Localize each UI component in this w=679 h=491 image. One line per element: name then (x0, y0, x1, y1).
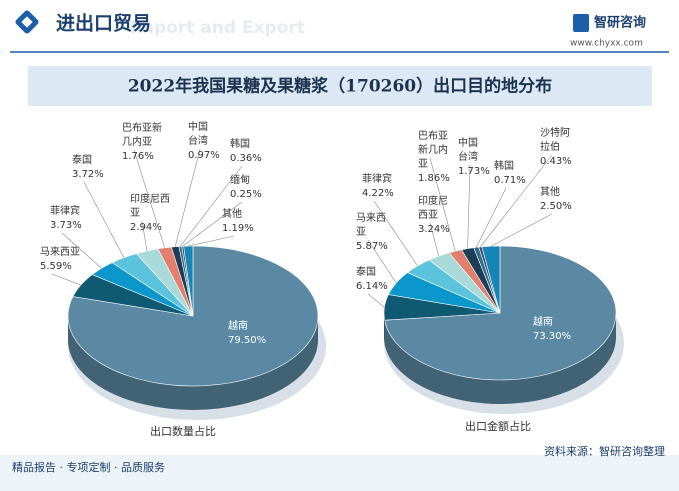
leader-line (133, 149, 165, 248)
slice-label: 巴布亚新几内亚 (122, 121, 162, 148)
slice-label: 泰国 (72, 153, 92, 166)
leader-line (83, 181, 125, 258)
header-subtitle: Import and Export (130, 18, 305, 38)
slice-top (183, 245, 194, 317)
slice-label: 沙特阿拉伯 (540, 127, 570, 153)
pie-subtitle: 出口金额占比 (465, 419, 531, 433)
slice-value: 79.50% (228, 335, 266, 346)
leader-line (429, 157, 456, 252)
slice-value: 3.24% (418, 224, 450, 235)
slice-label: 韩国 (494, 159, 514, 172)
slice-value: 5.59% (40, 261, 72, 272)
slice-label: 缅甸 (230, 173, 250, 186)
slice-value: 0.97% (188, 150, 220, 161)
footer-left: 精品报告 · 专项定制 · 品质服务 (12, 460, 165, 474)
slice-value: 1.76% (122, 151, 154, 162)
slice-label: 印度尼西亚 (130, 192, 170, 219)
slice-value: 3.72% (72, 169, 104, 180)
leader-line (61, 232, 102, 269)
leader-line (373, 200, 418, 267)
pie-chart: 越南73.30%泰国6.14%马来西亚5.87%菲律宾4.22%印度尼西亚3.2… (356, 127, 624, 433)
slice-value: 0.43% (540, 156, 572, 167)
leader-line (182, 201, 243, 247)
title-box (28, 66, 652, 106)
header-icon-inner (21, 16, 33, 28)
leader-line (475, 187, 507, 248)
chart-title: 2022年我国果糖及果糖浆（170260）出口目的地分布 (128, 76, 552, 97)
brand-logo (573, 14, 589, 32)
leader-line (180, 165, 243, 247)
slice-value: 1.19% (222, 223, 254, 234)
charts: 越南 79.50% 马来西亚 5.59% 菲律宾 3.73% 泰国 3.72% 印度尼西亚 2.9… (40, 120, 624, 438)
slice-value: 0.36% (230, 153, 262, 164)
slice-label: 中国台湾 (188, 120, 208, 147)
leader-line (480, 154, 553, 248)
leader-line (367, 293, 385, 308)
leader-line (141, 220, 148, 251)
slice-value: 2.50% (540, 201, 572, 212)
slice-value: 2.94% (130, 222, 162, 233)
leader-line (188, 235, 235, 247)
slice-value: 5.87% (356, 241, 388, 252)
slice-value: 73.30% (533, 331, 571, 342)
footer-source: 资料来源：智研咨询整理 (544, 444, 665, 458)
leader-line (467, 164, 471, 249)
slice-top (67, 245, 319, 387)
slice-value: 4.22% (362, 188, 394, 199)
slice-value: 6.14% (356, 281, 388, 292)
slice-side (68, 316, 318, 410)
slice-side (384, 313, 616, 404)
slice-value: 1.86% (418, 173, 450, 184)
slice-value: 0.71% (494, 175, 526, 186)
header-title: 进出口贸易 (56, 12, 151, 35)
footer-band (0, 455, 679, 491)
brand-name: 智研咨询 (594, 15, 646, 31)
slice-label: 越南 (533, 315, 553, 328)
slice-label: 其他 (540, 185, 560, 198)
slice-value: 1.73% (458, 166, 490, 177)
leader-line (490, 213, 553, 247)
slice-label: 菲律宾 (362, 172, 392, 185)
leader-line (51, 273, 81, 286)
brand-url: www.chyxx.com (570, 39, 643, 49)
slice-label: 其他 (222, 207, 242, 220)
slice-label: 越南 (228, 319, 248, 332)
slice-label: 泰国 (356, 265, 376, 278)
pie-subtitle: 出口数量占比 (150, 424, 216, 438)
slice-label: 中国台湾 (458, 136, 478, 163)
slice-label: 菲律宾 (50, 204, 80, 217)
slice-value: 0.25% (230, 189, 262, 200)
slice-value: 3.73% (50, 220, 82, 231)
slice-label: 韩国 (230, 137, 250, 150)
pie-slice (67, 245, 319, 410)
pie-chart: 越南 79.50% 马来西亚 5.59% 菲律宾 3.73% 泰国 3.72% 印度尼西亚 2.9… (40, 120, 326, 438)
slice-side (384, 313, 385, 345)
leader-line (174, 148, 201, 247)
slice-label: 马来西亚 (356, 212, 386, 238)
leader-line (429, 222, 440, 257)
slice-label: 巴布亚新几内亚 (418, 130, 448, 170)
leader-line (367, 239, 397, 284)
pie-slice (183, 245, 194, 317)
slice-label: 马来西亚 (40, 246, 80, 258)
